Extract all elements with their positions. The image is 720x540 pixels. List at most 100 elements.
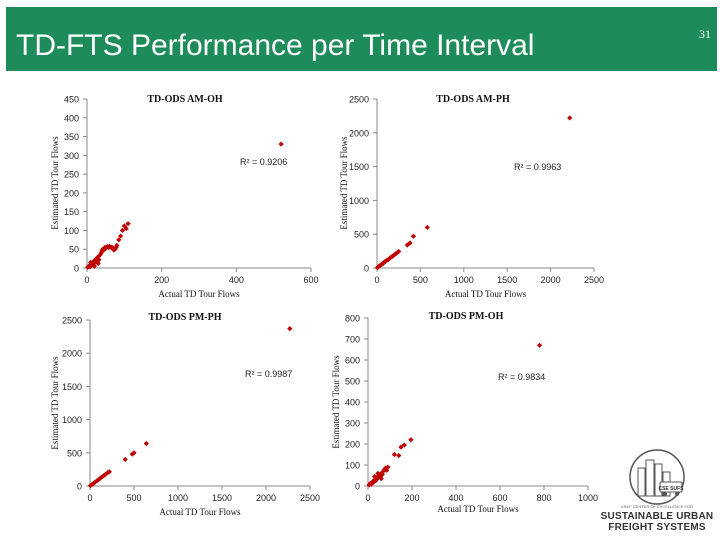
r-squared-label: R² = 0.9206	[240, 157, 287, 167]
sufs-logo: CSE SUFS VREF CENTER OF EXCELLENCE FOR S…	[598, 448, 716, 536]
chart-title: TD-ODS AM-OH	[147, 94, 223, 105]
title-banner: TD-FTS Performance per Time Interval 31	[6, 7, 717, 71]
chart-title: TD-ODS AM-PH	[436, 94, 510, 105]
y-tick-label: 0	[77, 482, 82, 492]
data-point	[401, 442, 407, 448]
data-point	[396, 248, 402, 255]
y-tick-label: 2000	[349, 128, 369, 138]
city-skyline-icon: CSE SUFS	[629, 449, 685, 505]
x-tick-label: 1000	[168, 493, 188, 503]
data-point	[408, 437, 414, 443]
data-point	[95, 260, 101, 267]
y-tick-label: 100	[64, 226, 79, 236]
data-point	[92, 259, 98, 265]
data-point	[287, 326, 293, 332]
slide-title: TD-FTS Performance per Time Interval	[16, 29, 535, 62]
data-point	[97, 252, 103, 258]
x-tick-label: 500	[126, 493, 141, 503]
y-tick-label: 450	[64, 95, 79, 105]
y-axis-label: Estimated TD Tour Flows	[50, 136, 60, 230]
data-point	[391, 451, 397, 458]
y-tick-label: 150	[64, 207, 79, 217]
r-squared-label: R² = 0.9963	[514, 162, 561, 172]
y-tick-label: 300	[345, 419, 360, 429]
data-point	[122, 456, 128, 463]
data-point	[101, 472, 107, 478]
data-point	[396, 452, 402, 459]
data-point	[380, 468, 386, 474]
y-tick-label: 500	[345, 377, 360, 387]
x-tick-label: 200	[154, 275, 169, 285]
x-tick-label: 400	[229, 275, 244, 285]
y-tick-label: 250	[64, 170, 79, 180]
x-tick-label: 600	[303, 275, 318, 285]
data-point	[131, 450, 137, 456]
y-tick-label: 1500	[62, 382, 82, 392]
logo-org-line: VREF CENTER OF EXCELLENCE FOR	[620, 504, 693, 509]
x-tick-label: 2500	[584, 275, 604, 285]
data-point	[378, 476, 384, 482]
x-tick-label: 800	[536, 493, 551, 503]
chart-title: TD-ODS PM-OH	[429, 311, 504, 322]
chart-title: TD-ODS PM-PH	[148, 312, 221, 323]
data-point	[119, 227, 126, 234]
y-tick-label: 2000	[62, 349, 82, 359]
data-point	[375, 475, 381, 481]
logo-badge: CSE SUFS	[658, 486, 684, 492]
y-tick-label: 2500	[62, 316, 82, 326]
r-squared-label: R² = 0.9987	[245, 369, 292, 379]
y-tick-label: 0	[74, 264, 79, 274]
data-point	[114, 242, 120, 249]
y-tick-label: 400	[345, 398, 360, 408]
x-tick-label: 1500	[212, 493, 232, 503]
logo-line-2: FREIGHT SYSTEMS	[608, 522, 706, 533]
y-tick-label: 1000	[62, 415, 82, 425]
y-tick-label: 50	[69, 245, 79, 255]
x-tick-label: 1000	[454, 275, 474, 285]
y-tick-label: 800	[345, 314, 360, 324]
y-axis-label: Estimated TD Tour Flows	[339, 136, 349, 230]
data-point	[123, 225, 129, 232]
y-tick-label: 400	[64, 113, 79, 123]
y-tick-label: 500	[354, 230, 369, 240]
data-point	[93, 256, 99, 262]
data-point	[125, 221, 131, 227]
y-tick-label: 0	[355, 482, 360, 492]
y-tick-label: 350	[64, 132, 79, 142]
data-point	[567, 115, 573, 121]
x-tick-label: 2000	[256, 493, 276, 503]
data-point	[106, 469, 112, 475]
y-tick-label: 300	[64, 151, 79, 161]
data-point	[118, 233, 124, 239]
data-point	[407, 240, 413, 246]
data-point	[116, 237, 122, 243]
y-axis-label: Estimated TD Tour Flows	[331, 355, 341, 449]
x-tick-label: 1500	[497, 275, 517, 285]
y-tick-label: 1500	[349, 162, 369, 172]
y-tick-label: 500	[67, 448, 82, 458]
x-axis-label: Actual TD Tour Flows	[159, 507, 241, 517]
data-point	[99, 474, 105, 480]
logo-line-1: SUSTAINABLE URBAN	[600, 511, 714, 522]
y-tick-label: 700	[345, 335, 360, 345]
x-tick-label: 0	[84, 275, 89, 285]
page-number: 31	[699, 27, 711, 41]
y-tick-label: 2500	[349, 95, 369, 105]
y-tick-label: 0	[364, 264, 369, 274]
data-point	[377, 473, 383, 480]
y-tick-label: 200	[64, 188, 79, 198]
data-point	[105, 470, 111, 476]
x-axis-label: Actual TD Tour Flows	[158, 289, 240, 299]
x-tick-label: 600	[492, 493, 507, 503]
data-point	[379, 471, 385, 478]
x-tick-label: 500	[413, 275, 428, 285]
x-tick-label: 0	[365, 493, 370, 503]
y-tick-label: 200	[345, 440, 360, 450]
y-axis-label: Estimated TD Tour Flows	[50, 356, 60, 450]
x-tick-label: 400	[448, 493, 463, 503]
x-axis-label: Actual TD Tour Flows	[437, 504, 519, 514]
x-tick-label: 1000	[578, 493, 598, 503]
